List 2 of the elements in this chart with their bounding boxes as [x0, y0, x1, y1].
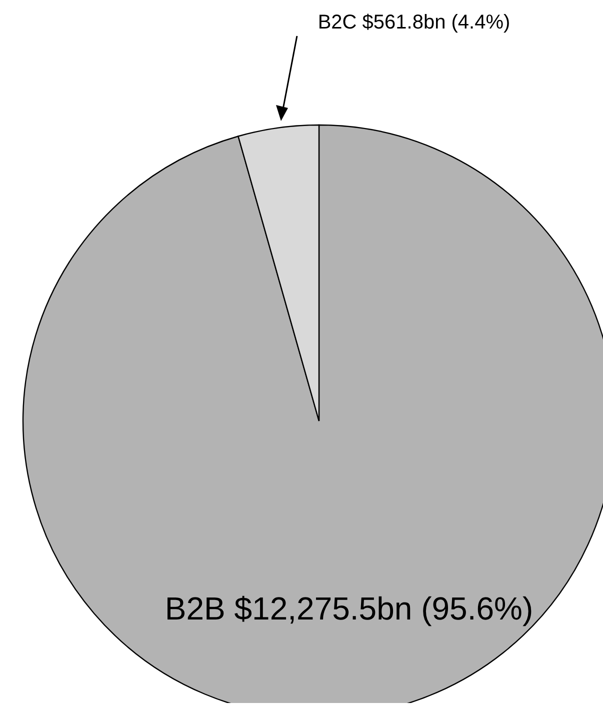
slice-label: B2B $12,275.5bn (95.6%) — [164, 590, 534, 626]
slice-label: B2C $561.8bn (4.4%) — [318, 11, 510, 34]
